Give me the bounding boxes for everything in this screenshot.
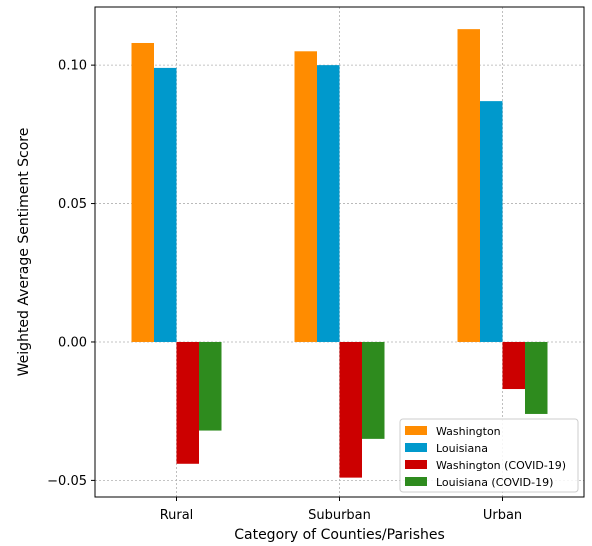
legend: Washington Louisiana Washington (COVID-19)… [399,418,579,493]
x-tick-label: Rural [160,508,194,523]
legend-label: Louisiana (COVID-19) [436,476,553,489]
bar [131,42,154,342]
bar [294,51,317,342]
legend-box [399,418,579,493]
x-axis-label: Category of Counties/Parishes [234,527,445,543]
legend-swatch [405,443,427,452]
legend-swatch [405,426,427,435]
x-tick-label: Urban [483,508,522,523]
bar [339,341,362,478]
bar [502,341,525,390]
bar [317,65,340,342]
y-tick-label: 0.00 [58,335,87,350]
x-axis: Rural Suburban Urban [160,497,522,523]
bar [154,67,177,342]
y-axis: 0.10 0.05 0.00 −0.05 [47,59,95,489]
legend-swatch [405,477,427,486]
bar [199,341,222,431]
legend-label: Louisiana [436,442,488,455]
bar [176,341,199,464]
legend-label: Washington (COVID-19) [436,459,566,472]
legend-swatch [405,460,427,469]
legend-items: Washington Louisiana Washington (COVID-19)… [405,425,566,489]
x-tick-label: Suburban [308,508,371,523]
bar [480,101,503,342]
bar [362,341,385,439]
bars-layer [131,29,548,478]
bar [457,29,480,342]
y-axis-label: Weighted Average Sentiment Score [16,128,32,377]
y-tick-label: −0.05 [47,474,87,489]
y-tick-label: 0.10 [58,59,87,74]
legend-label: Washington [436,425,501,438]
y-tick-label: 0.05 [58,197,87,212]
bar [525,341,548,414]
